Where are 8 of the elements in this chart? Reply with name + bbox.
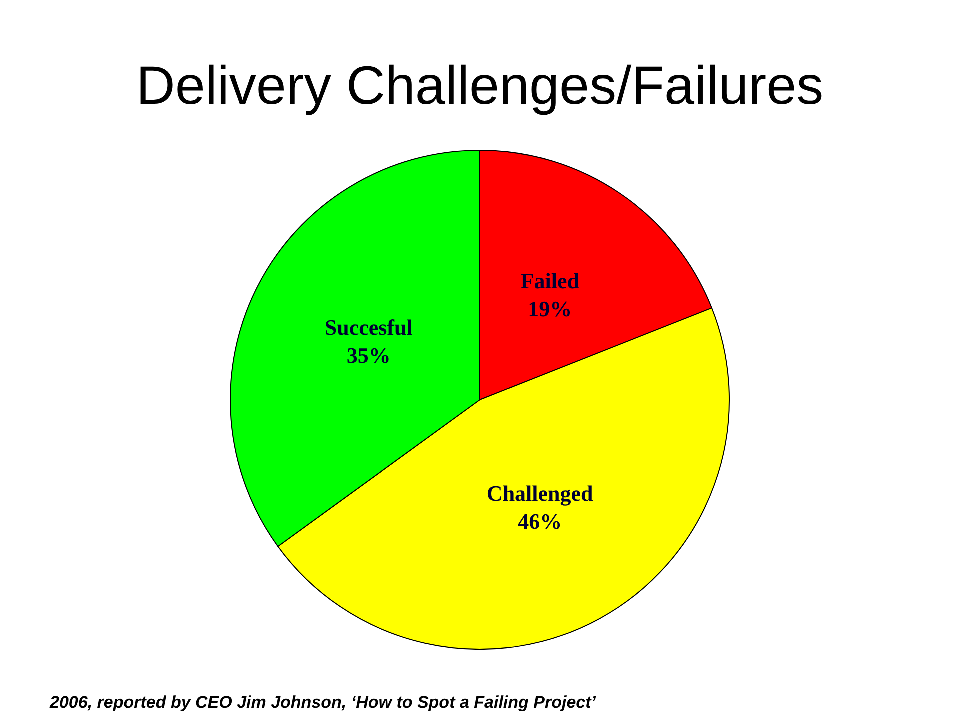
slice-label: Challenged [486,481,594,506]
chart-title: Delivery Challenges/Failures [135,55,825,117]
slice-label: Failed [520,268,580,294]
text: 2006, reported by CEO Jim Johnson, ‘How to Spot a Failing Project’ [50,693,597,713]
data-label: 46% [518,509,562,534]
slice-label: Succesful [324,315,413,340]
data-label: 35% [346,343,391,368]
data-label: 19% [528,296,572,322]
